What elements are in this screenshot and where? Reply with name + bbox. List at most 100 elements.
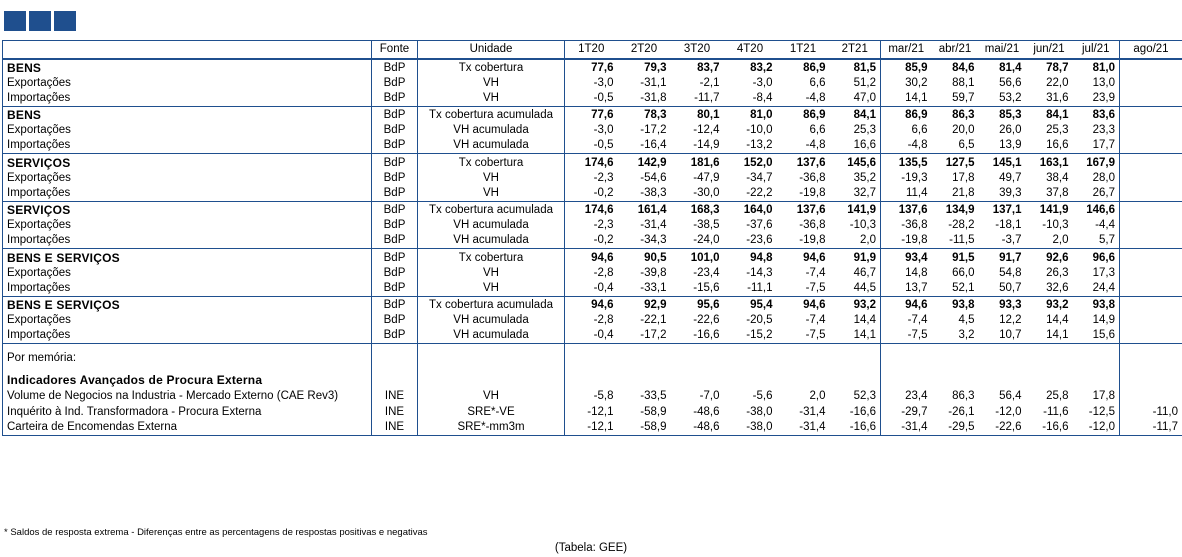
empty-cell [1119, 365, 1182, 388]
row-value: -31,4 [640, 219, 667, 231]
row-value: -12,1 [564, 403, 618, 420]
row-value: 145,1 [992, 156, 1022, 169]
row-value: -10,3 [849, 219, 876, 231]
row-value: 93,3 [999, 299, 1022, 311]
row-value: 56,6 [999, 76, 1022, 89]
table-row: BENS BdP Tx cobertura 77,6 79,3 83,7 83,2 86,9 8… [3, 58, 1182, 76]
row-label: Carteira de Encomendas Externa [7, 421, 178, 433]
row-unidade: VH acumulada [417, 218, 565, 233]
row-value: 6,6 [809, 76, 826, 89]
row-value: -38,5 [693, 219, 720, 231]
row-value: -37,6 [746, 219, 773, 231]
row-value: -33,1 [617, 280, 671, 297]
row-value [1119, 201, 1182, 218]
empty-cell [880, 365, 932, 388]
row-value: 24,4 [1072, 280, 1120, 297]
row-value [1119, 58, 1182, 76]
memo-subtitle: Indicadores Avançados de Procura Externa [7, 372, 263, 387]
row-value: -26,1 [948, 405, 975, 418]
row-value: -15,2 [723, 328, 777, 344]
header-period: 4T20 [723, 40, 777, 60]
row-value: 54,8 [999, 266, 1022, 279]
row-value: 137,1 [992, 204, 1022, 216]
empty-cell [371, 365, 418, 388]
table-body: BENS BdP Tx cobertura 77,6 79,3 83,7 83,2 86,9 8… [2, 58, 1182, 436]
row-value: -31,4 [799, 405, 826, 418]
row-value: 92,6 [1046, 251, 1069, 264]
row-value: -3,0 [564, 75, 618, 91]
row-value: 26,0 [999, 124, 1022, 136]
row-value: 14,4 [853, 314, 876, 326]
row-label: Importações [2, 185, 372, 202]
row-value: 49,7 [999, 171, 1022, 184]
row-value: -31,4 [880, 419, 932, 436]
row-value: -31,1 [640, 76, 667, 89]
row-value: -11,1 [723, 280, 777, 297]
row-value: 23,4 [880, 387, 932, 404]
row-value: 13,9 [978, 138, 1026, 154]
row-unidade: Tx cobertura acumulada [417, 106, 565, 123]
row-value: 94,6 [803, 251, 826, 264]
row-value: -10,0 [746, 124, 773, 136]
row-value: 92,9 [644, 299, 667, 311]
header-period: abr/21 [931, 40, 979, 60]
row-value: 86,3 [952, 109, 975, 121]
row-value: -5,8 [564, 387, 618, 404]
row-value: 86,9 [803, 61, 826, 74]
row-value: 77,6 [564, 58, 618, 76]
row-value: 59,7 [931, 90, 979, 107]
row-value: -7,0 [699, 389, 720, 402]
row-fonte: BdP [371, 138, 418, 154]
row-value: 81,0 [1092, 61, 1115, 74]
row-label: Importações [2, 90, 372, 107]
row-value: -11,7 [670, 90, 724, 107]
row-value: 3,2 [931, 328, 979, 344]
row-value: -31,8 [617, 90, 671, 107]
empty-cell [979, 344, 1026, 366]
row-label: Importações [2, 328, 372, 344]
row-label: BENS [7, 60, 42, 75]
row-value: 86,9 [803, 109, 826, 121]
row-value: -36,8 [880, 218, 932, 233]
row-value: 16,6 [1025, 138, 1073, 154]
row-value [1119, 313, 1182, 328]
row-value: 93,2 [853, 299, 876, 311]
row-fonte: BdP [371, 106, 418, 123]
row-value: -2,1 [699, 76, 720, 89]
row-unidade: Tx cobertura [417, 153, 565, 171]
row-fonte: BdP [371, 170, 418, 186]
row-value: -29,7 [880, 403, 932, 420]
row-fonte: INE [371, 403, 418, 420]
row-value: -16,6 [849, 405, 876, 418]
row-value: 142,9 [637, 156, 667, 169]
row-value: -4,8 [776, 138, 830, 154]
row-value: 94,8 [750, 251, 773, 264]
row-value: -4,8 [776, 90, 830, 107]
row-value: 85,9 [880, 58, 932, 76]
row-value: -16,4 [617, 138, 671, 154]
row-value: 141,9 [1039, 204, 1069, 216]
header-row: Fonte Unidade 1T20 2T20 3T20 4T20 1T21 2… [2, 40, 1182, 60]
empty-cell [1026, 366, 1073, 388]
row-value: 2,0 [829, 233, 881, 249]
header-period: 2T20 [617, 40, 671, 60]
empty-cell [724, 344, 777, 366]
row-value: 16,6 [829, 138, 881, 154]
row-value: -16,6 [1042, 421, 1069, 433]
empty-cell [1119, 343, 1182, 366]
header-label [2, 40, 372, 60]
row-value: 21,8 [931, 185, 979, 202]
row-value: 32,7 [829, 185, 881, 202]
row-value: 79,3 [644, 61, 667, 74]
row-value [1119, 280, 1182, 297]
row-label: Exportações [7, 266, 71, 279]
row-value: 95,4 [750, 299, 773, 311]
row-value: -34,3 [617, 233, 671, 249]
empty-cell [671, 366, 724, 388]
row-value: -7,5 [880, 328, 932, 344]
row-unidade: VH acumulada [417, 233, 565, 249]
row-value: -0,2 [564, 185, 618, 202]
row-value: 84,1 [1046, 109, 1069, 121]
row-value [1119, 106, 1182, 123]
row-value: 2,0 [809, 389, 826, 402]
